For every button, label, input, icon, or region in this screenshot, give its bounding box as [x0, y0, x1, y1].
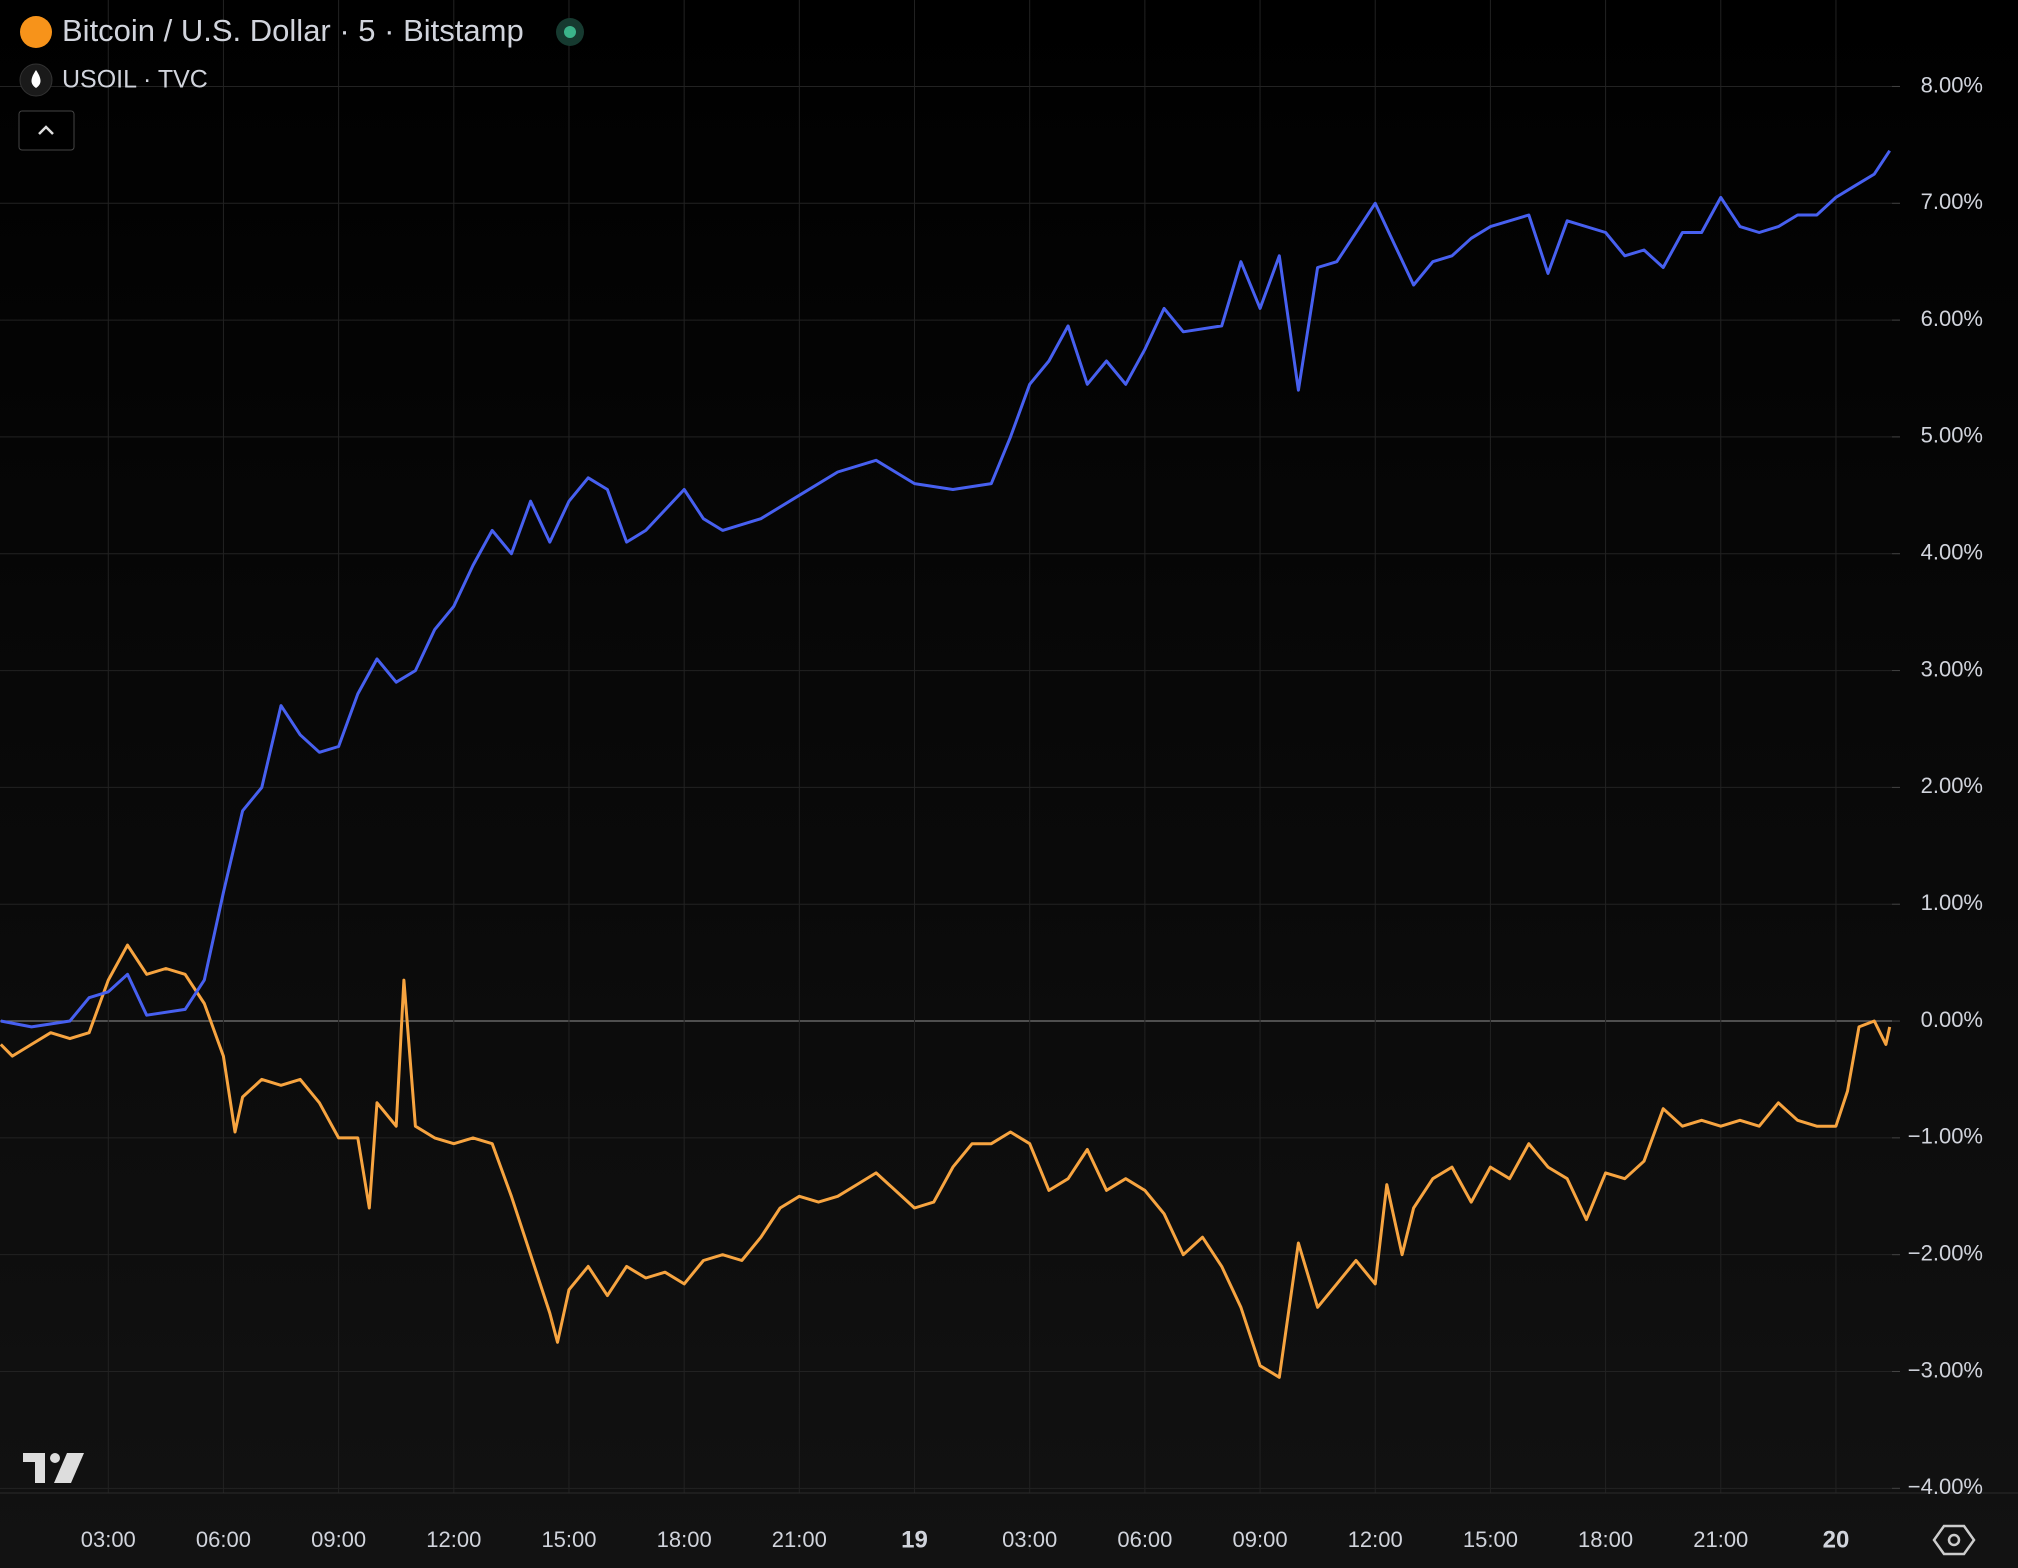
x-tick-label: 06:00: [196, 1527, 251, 1552]
chevron-icon: [38, 125, 54, 135]
y-tick-label: −2.00%: [1908, 1240, 1983, 1265]
x-tick-label: 15:00: [1463, 1527, 1518, 1552]
drop-shape: [31, 70, 41, 88]
y-tick-label: 5.00%: [1921, 423, 1983, 448]
y-tick-label: 8.00%: [1921, 72, 1983, 97]
x-tick-label: 18:00: [1578, 1527, 1633, 1552]
bitcoin-icon: [20, 16, 52, 48]
settings-center: [1947, 1533, 1961, 1547]
x-tick-label: 19: [901, 1526, 928, 1553]
status-dot: [564, 26, 576, 38]
y-tick-label: 0.00%: [1921, 1007, 1983, 1032]
y-tick-label: −3.00%: [1908, 1357, 1983, 1382]
x-tick-label: 15:00: [541, 1527, 596, 1552]
settings-icon[interactable]: [1932, 1524, 1976, 1556]
logo-part: [54, 1453, 84, 1483]
x-tick-label: 21:00: [1693, 1527, 1748, 1552]
x-tick-label: 20: [1823, 1526, 1850, 1553]
legend-entry: USOIL · TVC: [62, 66, 208, 94]
y-tick-label: −4.00%: [1908, 1474, 1983, 1499]
x-tick-label: 03:00: [81, 1527, 136, 1552]
grid: [0, 0, 1892, 1493]
x-tick-label: 12:00: [426, 1527, 481, 1552]
x-tick-label: 09:00: [1233, 1527, 1288, 1552]
y-tick-label: 2.00%: [1921, 773, 1983, 798]
y-tick-label: 1.00%: [1921, 890, 1983, 915]
y-tick-label: 4.00%: [1921, 540, 1983, 565]
x-tick-label: 21:00: [772, 1527, 827, 1552]
logo-part: [50, 1453, 60, 1463]
x-tick-label: 12:00: [1348, 1527, 1403, 1552]
x-tick-label: 06:00: [1117, 1527, 1172, 1552]
series-line: [0, 149, 1891, 1029]
y-tick-label: −1.00%: [1908, 1124, 1983, 1149]
collapse-button[interactable]: [18, 110, 75, 151]
legend-title: Bitcoin / U.S. Dollar · 5 · Bitstamp: [62, 13, 524, 48]
y-tick-label: 7.00%: [1921, 189, 1983, 214]
logo: [23, 1453, 84, 1483]
logo-part: [23, 1453, 45, 1483]
x-tick-label: 18:00: [657, 1527, 712, 1552]
series-line: [0, 943, 1892, 1379]
settings-hexagon: [1932, 1524, 1976, 1556]
x-tick-label: 03:00: [1002, 1527, 1057, 1552]
plot: [0, 149, 1892, 1379]
x-tick-label: 09:00: [311, 1527, 366, 1552]
y-tick-label: 6.00%: [1921, 306, 1983, 331]
y-tick-label: 3.00%: [1921, 656, 1983, 681]
